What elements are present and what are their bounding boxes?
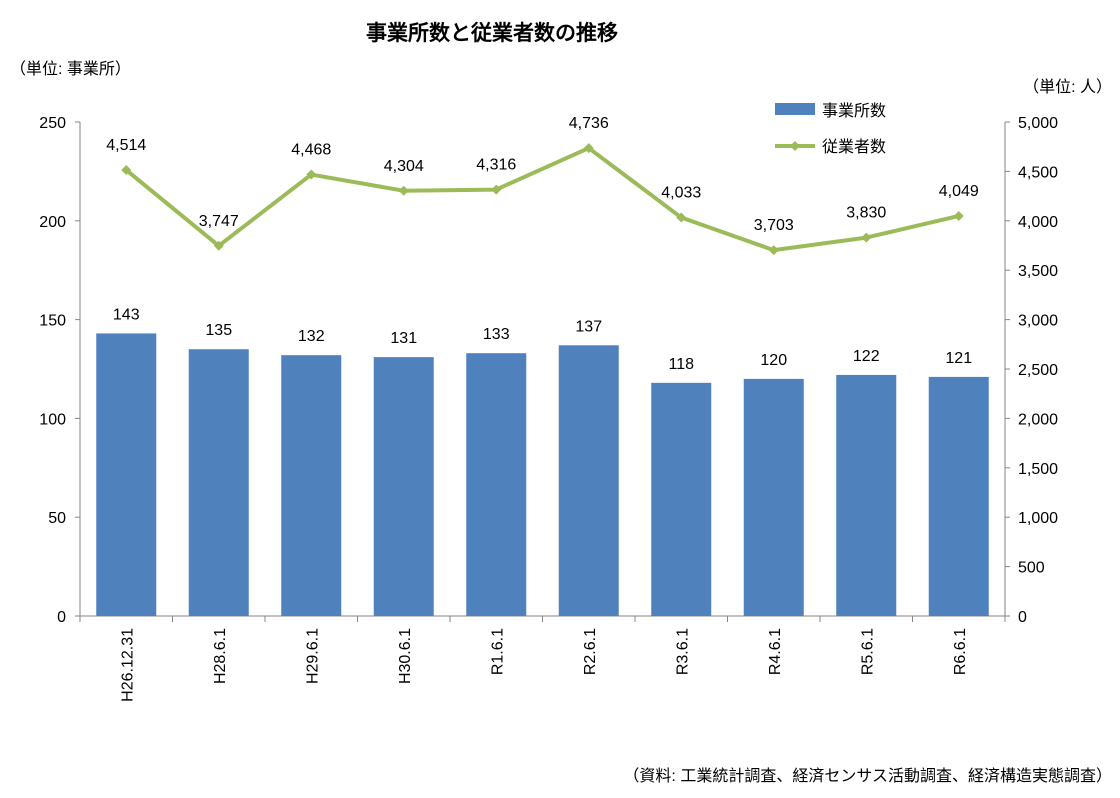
x-tick-label: H30.6.1: [397, 628, 414, 684]
bar: [651, 382, 712, 616]
line-series: [124, 146, 960, 253]
legend-line-marker: [790, 141, 800, 151]
line-data-label: 3,747: [199, 213, 239, 230]
right-tick-label: 3,500: [1018, 263, 1058, 280]
right-tick-label: 5,000: [1018, 115, 1058, 132]
left-tick-label: 250: [39, 115, 66, 132]
source-note: （資料: 工業統計調査、経済センサス活動調査、経済構造実態調査）: [623, 767, 1112, 785]
x-tick-label: R4.6.1: [767, 628, 784, 675]
x-tick-label: H28.6.1: [212, 628, 229, 684]
line-point: [953, 210, 964, 221]
bar: [558, 345, 619, 616]
bar-data-label: 122: [853, 348, 880, 365]
right-tick-label: 500: [1018, 560, 1045, 577]
line-data-label: 4,316: [476, 157, 516, 174]
legend-line-label: 従業者数: [822, 138, 886, 156]
line-point: [861, 232, 872, 243]
line-point: [306, 169, 317, 180]
line-data-label: 3,830: [846, 205, 886, 222]
legend-bar-label: 事業所数: [822, 102, 886, 120]
x-tick-label: R3.6.1: [674, 628, 691, 675]
bar: [188, 349, 249, 616]
right-axis-unit: （単位: 人）: [1023, 78, 1112, 96]
line-data-label: 3,703: [754, 217, 794, 234]
bar: [928, 376, 989, 616]
line-point: [213, 240, 224, 251]
bar-data-label: 143: [113, 306, 140, 323]
bar: [373, 357, 434, 616]
legend-bar-swatch: [775, 103, 815, 115]
left-tick-label: 50: [48, 510, 66, 527]
x-tick-label: H29.6.1: [304, 628, 321, 684]
chart-title: 事業所数と従業者数の推移: [366, 21, 618, 45]
line-point: [121, 165, 132, 176]
line-data-label: 4,049: [939, 183, 979, 200]
bar-data-label: 121: [945, 350, 972, 367]
bar-data-label: 120: [760, 352, 787, 369]
line-point: [491, 184, 502, 195]
left-axis-unit: （単位: 事業所）: [10, 60, 131, 78]
line-data-label: 4,304: [384, 158, 424, 175]
x-tick-label: R6.6.1: [952, 628, 969, 675]
right-tick-label: 1,500: [1018, 461, 1058, 478]
line-point: [398, 185, 409, 196]
bar: [836, 374, 897, 616]
right-tick-label: 2,500: [1018, 362, 1058, 379]
bar: [466, 353, 527, 616]
bar-data-label: 131: [390, 330, 417, 347]
bar-data-label: 137: [575, 318, 602, 335]
bar: [96, 333, 157, 616]
line-data-label: 4,514: [106, 137, 146, 154]
bar-data-label: 132: [298, 328, 325, 345]
right-tick-label: 3,000: [1018, 313, 1058, 330]
right-tick-label: 2,000: [1018, 411, 1058, 428]
left-tick-label: 100: [39, 411, 66, 428]
line-data-label: 4,736: [569, 115, 609, 132]
right-tick-label: 0: [1018, 609, 1027, 626]
line-point: [676, 212, 687, 223]
bar: [743, 378, 804, 616]
left-tick-label: 200: [39, 214, 66, 231]
bar: [281, 355, 342, 616]
right-tick-label: 4,500: [1018, 164, 1058, 181]
right-tick-label: 4,000: [1018, 214, 1058, 231]
bar-data-label: 135: [205, 322, 232, 339]
right-tick-label: 1,000: [1018, 510, 1058, 527]
x-tick-label: R1.6.1: [489, 628, 506, 675]
x-tick-label: R2.6.1: [582, 628, 599, 675]
left-tick-label: 0: [57, 609, 66, 626]
bar-data-label: 133: [483, 326, 510, 343]
line-data-label: 4,033: [661, 185, 701, 202]
line-point: [768, 245, 779, 256]
legend: 事業所数 従業者数: [775, 102, 886, 156]
x-tick-label: R5.6.1: [859, 628, 876, 675]
line-point: [583, 143, 594, 154]
left-tick-label: 150: [39, 313, 66, 330]
bar-data-label: 118: [668, 356, 694, 373]
x-tick-label: H26.12.31: [119, 628, 136, 702]
line-data-label: 4,468: [291, 142, 331, 159]
